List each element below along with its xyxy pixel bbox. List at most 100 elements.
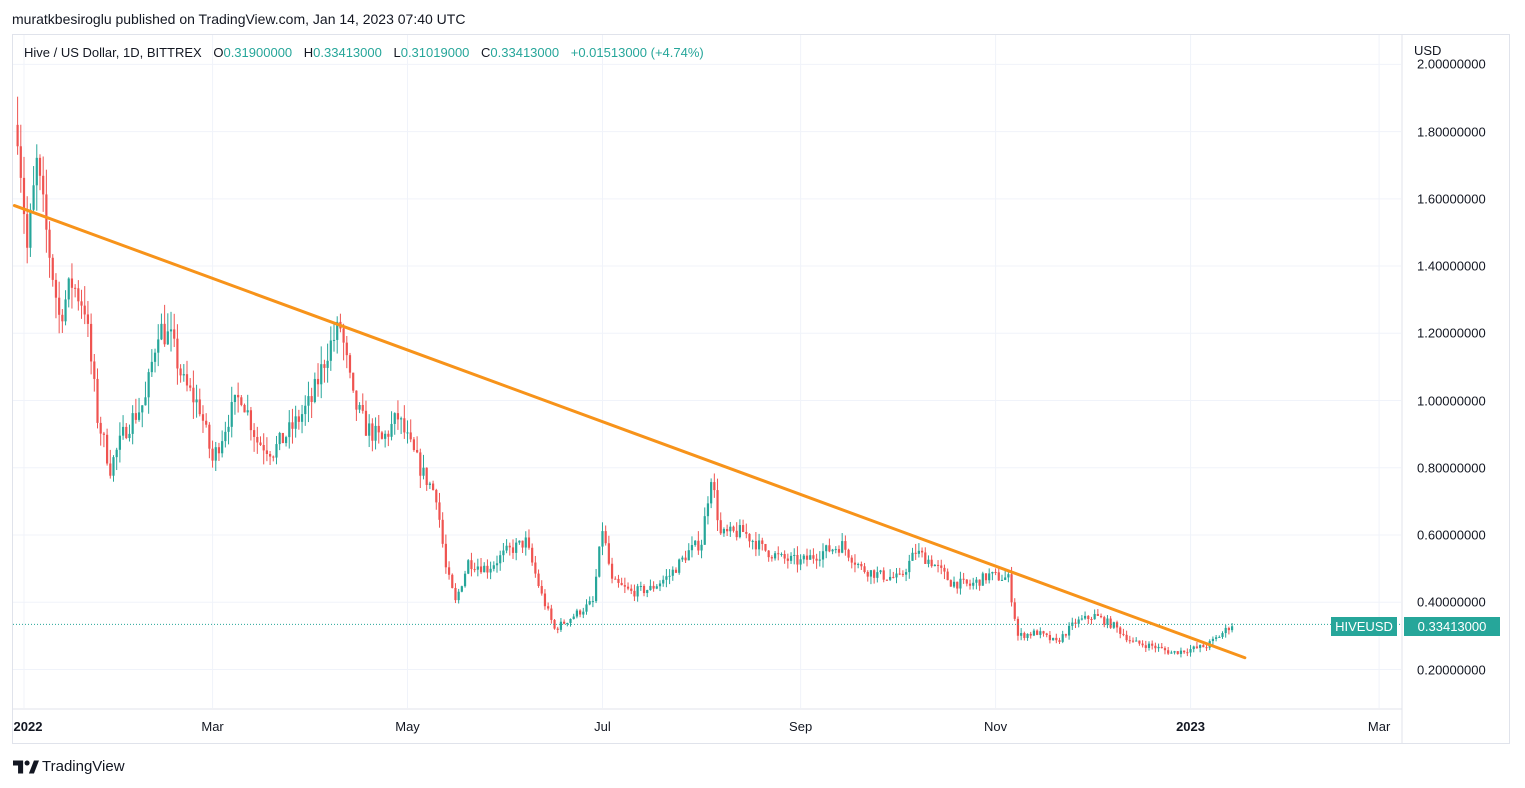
candle-body xyxy=(134,413,137,420)
candle-body xyxy=(863,566,866,572)
candle-body xyxy=(668,575,671,577)
candle-body xyxy=(1224,627,1227,634)
candle-body xyxy=(355,390,358,410)
candle-body xyxy=(147,372,150,398)
candle-body xyxy=(1141,643,1144,646)
candle-body xyxy=(997,572,1000,581)
candle-body xyxy=(217,447,221,454)
candle-body xyxy=(304,405,307,415)
candle-body xyxy=(1083,615,1087,619)
candle-body xyxy=(329,340,332,361)
candle-body xyxy=(933,564,936,567)
change-value: +0.01513000 (+4.74%) xyxy=(570,45,704,60)
candle-body xyxy=(713,482,716,491)
candle-body xyxy=(1176,651,1179,654)
candle-body xyxy=(336,321,339,340)
candle-body xyxy=(307,396,310,406)
candle-body xyxy=(952,581,956,587)
candle-body xyxy=(799,559,802,565)
x-tick-label: Mar xyxy=(201,719,224,734)
candle-body xyxy=(857,564,860,566)
candle-body xyxy=(1020,633,1023,636)
y-tick-label: 1.60000000 xyxy=(1417,191,1486,207)
candle-body xyxy=(32,185,35,210)
candle-body xyxy=(1202,645,1205,648)
candle-body xyxy=(920,550,924,553)
candle-body xyxy=(125,426,128,439)
candle-body xyxy=(221,441,224,454)
candle-body xyxy=(585,604,588,612)
candle-body xyxy=(786,558,789,561)
candle-body xyxy=(208,424,211,449)
candle-body xyxy=(387,433,390,437)
candle-body xyxy=(598,546,601,577)
candle-body xyxy=(492,565,495,569)
candle-body xyxy=(473,569,476,571)
candle-body xyxy=(1106,618,1109,625)
candle-body xyxy=(968,583,972,586)
candle-body xyxy=(272,456,275,458)
candle-body xyxy=(35,157,38,186)
candle-body xyxy=(547,606,550,609)
candle-body xyxy=(658,583,662,587)
candle-body xyxy=(1160,646,1163,649)
candle-body xyxy=(160,323,163,340)
price-unit: USD xyxy=(1414,43,1442,58)
candle-body xyxy=(447,567,451,575)
candle-body xyxy=(1103,617,1106,625)
candle-body xyxy=(278,432,281,445)
candle-body xyxy=(748,533,751,542)
candle-body xyxy=(981,573,984,586)
candle-body xyxy=(368,423,371,436)
candle-body xyxy=(42,175,45,195)
candle-body xyxy=(540,586,543,594)
candle-body xyxy=(265,450,268,454)
candle-body xyxy=(377,425,380,433)
candle-body xyxy=(192,387,195,403)
candle-body xyxy=(1048,634,1052,641)
candle-body xyxy=(988,573,991,581)
trendline xyxy=(12,204,1247,660)
candle-body xyxy=(534,562,537,574)
candle-body xyxy=(102,433,105,435)
candle-body xyxy=(310,396,313,402)
candle-body xyxy=(118,435,121,450)
candle-body xyxy=(1135,640,1138,642)
candle-body xyxy=(486,565,489,573)
candle-body xyxy=(828,545,831,552)
candle-body xyxy=(499,555,502,564)
x-tick-label: Sep xyxy=(789,719,813,734)
candle-body xyxy=(703,516,706,545)
candle-body xyxy=(818,559,821,561)
candle-body xyxy=(1023,633,1026,638)
candle-body xyxy=(342,328,345,343)
candle-body xyxy=(96,378,99,423)
candle-body xyxy=(531,547,534,563)
ohlc-legend: Hive / US Dollar, 1D, BITTREX O0.3190000… xyxy=(24,45,704,60)
candle-body xyxy=(904,572,908,575)
candle-body xyxy=(1195,646,1199,648)
candle-body xyxy=(1026,633,1029,638)
candle-body xyxy=(588,601,591,605)
candle-body xyxy=(770,557,773,559)
candle-body xyxy=(674,569,678,573)
candle-body xyxy=(361,404,364,411)
candle-body xyxy=(1125,634,1128,641)
brand-name: TradingView xyxy=(42,758,125,775)
candle-body xyxy=(732,526,735,531)
candle-body xyxy=(1138,640,1141,644)
y-tick-label: 1.00000000 xyxy=(1417,393,1486,409)
candle-body xyxy=(508,545,511,548)
tradingview-logo[interactable]: TradingView xyxy=(13,758,125,775)
candle-body xyxy=(137,412,141,420)
candle-body xyxy=(607,543,610,564)
candle-body xyxy=(409,432,412,440)
candle-body xyxy=(169,329,173,332)
candle-body xyxy=(665,576,668,580)
candle-body xyxy=(860,564,863,567)
candle-body xyxy=(773,553,777,559)
candle-body xyxy=(99,422,102,434)
candle-body xyxy=(262,445,265,451)
candle-body xyxy=(479,566,483,573)
